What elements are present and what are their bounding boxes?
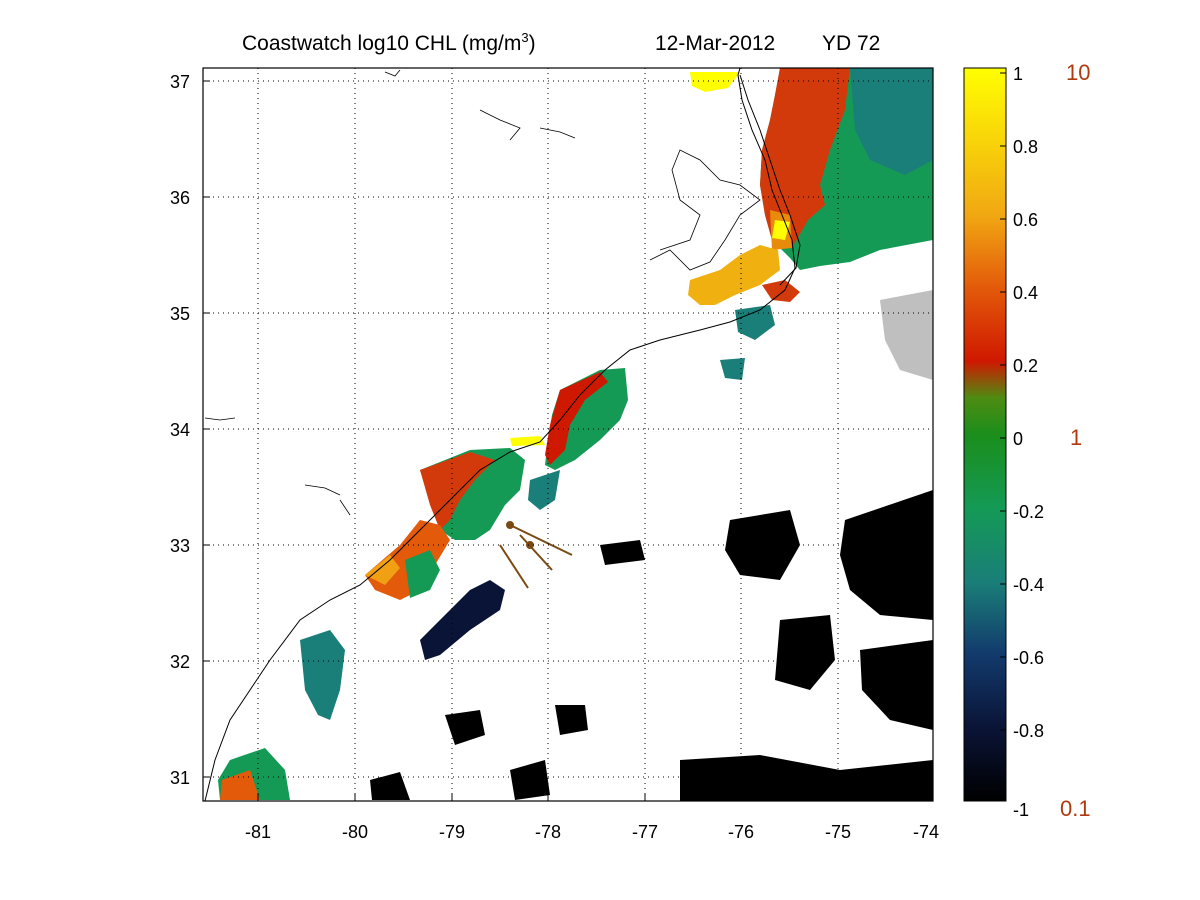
colorbar-tick-label: -0.8 (1013, 721, 1044, 741)
figure-date: 12-Mar-2012 (655, 32, 775, 55)
coastline (204, 68, 796, 801)
lat-tick-label: 32 (170, 652, 190, 672)
chl-black-patches (370, 290, 933, 801)
sound-shore (649, 149, 761, 271)
colorbar-ticks (1000, 72, 1006, 802)
lon-tick-label: -81 (245, 822, 271, 842)
lat-tick-label: 34 (170, 420, 190, 440)
chl-long-bay (365, 368, 628, 600)
colorbar-tick-label: 0.2 (1013, 356, 1038, 376)
colorbar-tick-label: 0 (1013, 429, 1023, 449)
colorbar (963, 67, 1007, 802)
lon-tick-marks (257, 794, 934, 801)
figure-yearday: YD 72 (822, 32, 880, 55)
lon-tick-label: -76 (728, 822, 754, 842)
lon-tick-label: -80 (342, 822, 368, 842)
lon-tick-label: -79 (439, 822, 465, 842)
map-frame (202, 67, 934, 802)
lat-tick-label: 35 (170, 304, 190, 324)
colorbar-tick-label: -0.4 (1013, 575, 1044, 595)
lon-tick-label: -77 (632, 822, 658, 842)
lon-tick-label: -75 (825, 822, 851, 842)
colorbar-concentration-label: 0.1 (1060, 796, 1091, 821)
colorbar-tick-label: 0.4 (1013, 283, 1038, 303)
sample-tracks (499, 521, 573, 589)
chl-low-patches (218, 305, 775, 800)
colorbar-concentration-label: 10 (1066, 60, 1090, 85)
colorbar-tick-label: -0.2 (1013, 502, 1044, 522)
colorbar-tick-label: -0.6 (1013, 648, 1044, 668)
map-field (203, 68, 933, 801)
map-grid (203, 68, 933, 801)
chl-pamlico-sound (688, 72, 800, 305)
colorbar-tick-label: 1 (1013, 64, 1023, 84)
figure-title: Coastwatch log10 CHL (mg/m3) (242, 30, 536, 55)
inland-lakes (204, 69, 576, 516)
colorbar-concentration-label: 1 (1070, 425, 1082, 450)
outer-banks (739, 74, 801, 286)
chl-offshore-northeast (760, 68, 933, 270)
colorbar-tick-label: -1 (1013, 800, 1029, 820)
colorbar-tick-label: 0.8 (1013, 137, 1038, 157)
colorbar-tick-label: 0.6 (1013, 210, 1038, 230)
lat-tick-label: 31 (170, 768, 190, 788)
lat-tick-label: 36 (170, 188, 190, 208)
lon-tick-label: -78 (535, 822, 561, 842)
lat-tick-label: 37 (170, 72, 190, 92)
lat-tick-label: 33 (170, 536, 190, 556)
lon-tick-label: -74 (913, 822, 939, 842)
lat-tick-marks (203, 80, 210, 778)
